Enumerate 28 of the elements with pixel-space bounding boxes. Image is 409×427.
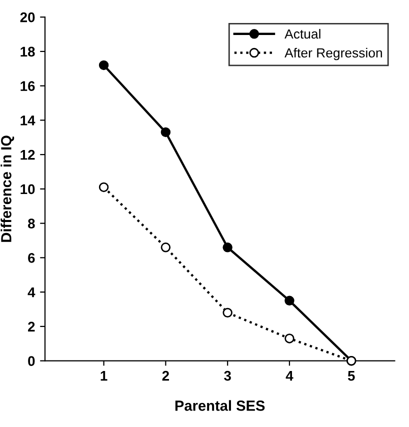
y-tick-label: 6 [28, 253, 35, 263]
y-tick-label: 14 [20, 116, 36, 126]
legend-label: After Regression [284, 48, 382, 60]
legend-label: Actual [284, 28, 320, 39]
x-tick-label: 1 [100, 371, 108, 381]
x-axis-title: Parental SES [175, 400, 265, 411]
point [160, 242, 171, 252]
point [222, 308, 232, 318]
point [284, 334, 294, 344]
y-axis-title: Difference in IQ [0, 136, 14, 242]
point [98, 182, 109, 192]
point [284, 296, 294, 306]
y-tick-label: 18 [20, 46, 35, 57]
y-tick-label: 2 [28, 322, 35, 332]
x-tick-label: 3 [224, 370, 231, 381]
y-tick-label: 10 [20, 184, 35, 194]
y-tick-label: 16 [20, 81, 35, 91]
y-tick-label: 0 [28, 356, 35, 366]
y-tick-label: 12 [20, 150, 35, 160]
point [160, 127, 171, 138]
point [222, 242, 232, 252]
y-tick-label: 4 [28, 288, 36, 298]
y-tick-label: 8 [28, 218, 35, 228]
point [98, 60, 109, 70]
x-tick-label: 4 [286, 371, 294, 381]
x-tick-label: 5 [348, 371, 355, 381]
x-tick-label: 2 [162, 370, 169, 381]
y-tick-label: 20 [20, 12, 35, 22]
